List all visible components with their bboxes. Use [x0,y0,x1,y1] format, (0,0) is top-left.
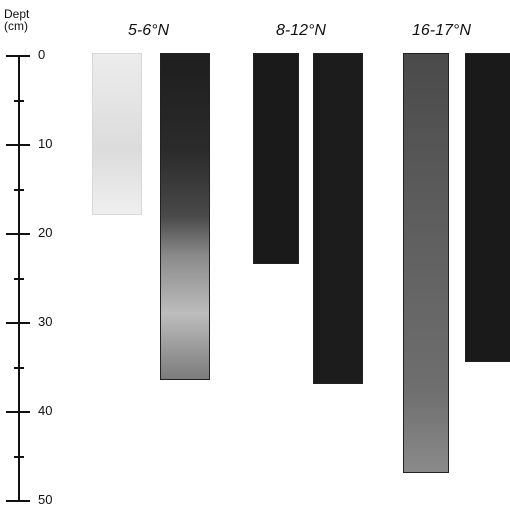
major-tick [6,322,30,324]
major-tick [6,233,30,235]
depth-tick-label: 10 [38,136,53,151]
group-title-16-17N: 16-17°N [412,22,471,39]
major-tick [6,144,30,146]
sediment-core-2 [160,53,210,380]
depth-axis-unit: (cm) [4,19,28,33]
depth-axis-title-line1: Dept [4,7,30,21]
minor-tick [14,277,24,280]
minor-tick [14,366,24,369]
sediment-core-3 [253,53,299,265]
minor-tick [14,455,24,458]
sediment-core-1 [92,53,142,216]
depth-tick-label: 0 [38,47,46,62]
depth-tick-label: 20 [38,225,53,240]
sediment-core-4 [313,53,363,385]
group-title-5-6N: 5-6°N [128,22,170,39]
minor-tick [14,99,24,102]
sediment-core-5 [403,53,449,474]
group-title-8-12N: 8-12°N [276,22,326,39]
depth-tick-label: 30 [38,314,53,329]
major-tick [6,500,30,502]
major-tick [6,411,30,413]
minor-tick [14,188,24,191]
sediment-core-6 [465,53,510,363]
depth-tick-label: 40 [38,403,53,418]
depth-tick-label: 50 [38,492,53,507]
major-tick [6,55,30,57]
depth-axis-title: Dept (cm) [4,8,29,32]
